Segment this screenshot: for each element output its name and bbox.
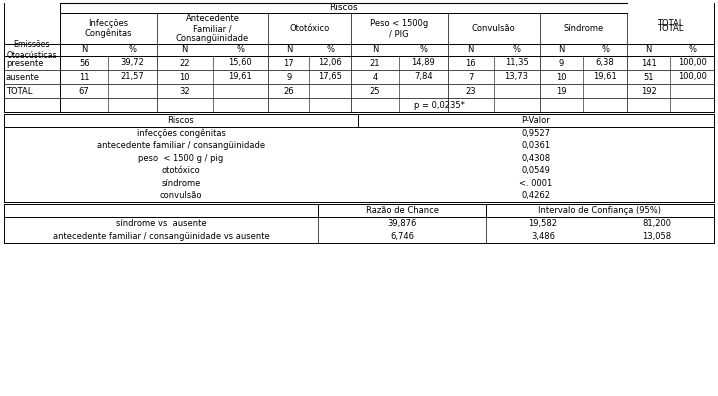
Text: síndrome vs  ausente: síndrome vs ausente <box>116 219 206 228</box>
Text: 0,9527: 0,9527 <box>521 129 551 138</box>
Text: 0,4308: 0,4308 <box>521 154 551 163</box>
Text: %: % <box>129 46 136 55</box>
Text: 192: 192 <box>640 86 656 95</box>
Text: Intervalo de Confiança (95%): Intervalo de Confiança (95%) <box>538 206 661 215</box>
Text: Infecções
Congênitas: Infecções Congênitas <box>85 19 132 38</box>
Text: 17,65: 17,65 <box>318 72 342 82</box>
Text: 13,73: 13,73 <box>505 72 528 82</box>
Text: %: % <box>236 46 244 55</box>
Text: 17: 17 <box>284 59 294 67</box>
Text: 100,00: 100,00 <box>678 59 707 67</box>
Text: 12,06: 12,06 <box>318 59 342 67</box>
Text: 23: 23 <box>465 86 476 95</box>
Text: %: % <box>326 46 334 55</box>
Text: 19,61: 19,61 <box>593 72 617 82</box>
Text: 51: 51 <box>643 72 654 82</box>
Text: 81,200: 81,200 <box>643 219 671 228</box>
Text: 4: 4 <box>372 72 378 82</box>
Text: 10: 10 <box>180 72 190 82</box>
Text: 19: 19 <box>556 86 567 95</box>
Text: ausente: ausente <box>6 72 40 82</box>
Text: 11: 11 <box>79 72 90 82</box>
Text: Riscos: Riscos <box>167 116 195 125</box>
Text: %: % <box>513 46 521 55</box>
Text: N: N <box>467 46 474 55</box>
Text: 16: 16 <box>465 59 476 67</box>
Text: TOTAL: TOTAL <box>657 24 684 33</box>
Text: TOTAL: TOTAL <box>6 86 32 95</box>
Text: N: N <box>81 46 88 55</box>
Text: N: N <box>372 46 378 55</box>
Text: antecedente familiar / consangüinidade: antecedente familiar / consangüinidade <box>97 141 265 150</box>
Text: síndrome: síndrome <box>162 179 201 188</box>
Text: 19,582: 19,582 <box>528 219 557 228</box>
Text: 6,746: 6,746 <box>390 232 414 241</box>
Text: 22: 22 <box>180 59 190 67</box>
Text: 0,0361: 0,0361 <box>521 141 551 150</box>
Text: Razão de Chance: Razão de Chance <box>365 206 439 215</box>
Text: TOTAL: TOTAL <box>657 19 684 28</box>
Text: N: N <box>286 46 292 55</box>
Text: infecções congênitas: infecções congênitas <box>136 128 225 138</box>
Text: 11,35: 11,35 <box>505 59 528 67</box>
Text: 39,72: 39,72 <box>121 59 144 67</box>
Text: Riscos: Riscos <box>329 4 358 13</box>
Text: %: % <box>419 46 427 55</box>
Text: 13,058: 13,058 <box>643 232 671 241</box>
Text: P-Valor: P-Valor <box>521 116 551 125</box>
Text: <. 0001: <. 0001 <box>519 179 553 188</box>
Text: 19,61: 19,61 <box>228 72 252 82</box>
Text: 7: 7 <box>468 72 473 82</box>
Text: Emissões
Otoacústicas: Emissões Otoacústicas <box>6 40 57 60</box>
Text: 6,38: 6,38 <box>596 59 615 67</box>
Text: 21: 21 <box>370 59 380 67</box>
Text: Antecedente
Familiar /
Consangüinidade: Antecedente Familiar / Consangüinidade <box>176 13 249 44</box>
Text: Convulsão: Convulsão <box>472 24 516 33</box>
Text: 0,0549: 0,0549 <box>521 166 551 175</box>
Text: 21,57: 21,57 <box>121 72 144 82</box>
Text: 3,486: 3,486 <box>531 232 555 241</box>
Text: presente: presente <box>6 59 44 67</box>
Text: 14,89: 14,89 <box>411 59 435 67</box>
Text: 15,60: 15,60 <box>228 59 252 67</box>
Text: Peso < 1500g
/ PIG: Peso < 1500g / PIG <box>370 19 428 38</box>
Text: N: N <box>182 46 188 55</box>
Text: 141: 141 <box>640 59 656 67</box>
Text: convulsão: convulsão <box>159 191 202 200</box>
Text: 39,876: 39,876 <box>387 219 416 228</box>
Text: p = 0,0235*: p = 0,0235* <box>414 101 465 110</box>
Text: Ototóxico: Ototóxico <box>289 24 330 33</box>
Text: %: % <box>601 46 609 55</box>
Text: 25: 25 <box>370 86 380 95</box>
Text: 100,00: 100,00 <box>678 72 707 82</box>
Text: 26: 26 <box>284 86 294 95</box>
Text: antecedente familiar / consangüinidade vs ausente: antecedente familiar / consangüinidade v… <box>52 232 269 241</box>
Text: N: N <box>645 46 652 55</box>
Text: 56: 56 <box>79 59 90 67</box>
Text: 9: 9 <box>286 72 292 82</box>
Text: peso  < 1500 g / pig: peso < 1500 g / pig <box>139 154 223 163</box>
Text: N: N <box>558 46 564 55</box>
Text: ototóxico: ototóxico <box>162 166 200 175</box>
Text: 9: 9 <box>559 59 564 67</box>
Text: 32: 32 <box>180 86 190 95</box>
Text: 7,84: 7,84 <box>414 72 433 82</box>
Text: 10: 10 <box>556 72 567 82</box>
Text: %: % <box>688 46 696 55</box>
Text: 67: 67 <box>79 86 90 95</box>
Text: Síndrome: Síndrome <box>563 24 603 33</box>
Text: 0,4262: 0,4262 <box>521 191 551 200</box>
